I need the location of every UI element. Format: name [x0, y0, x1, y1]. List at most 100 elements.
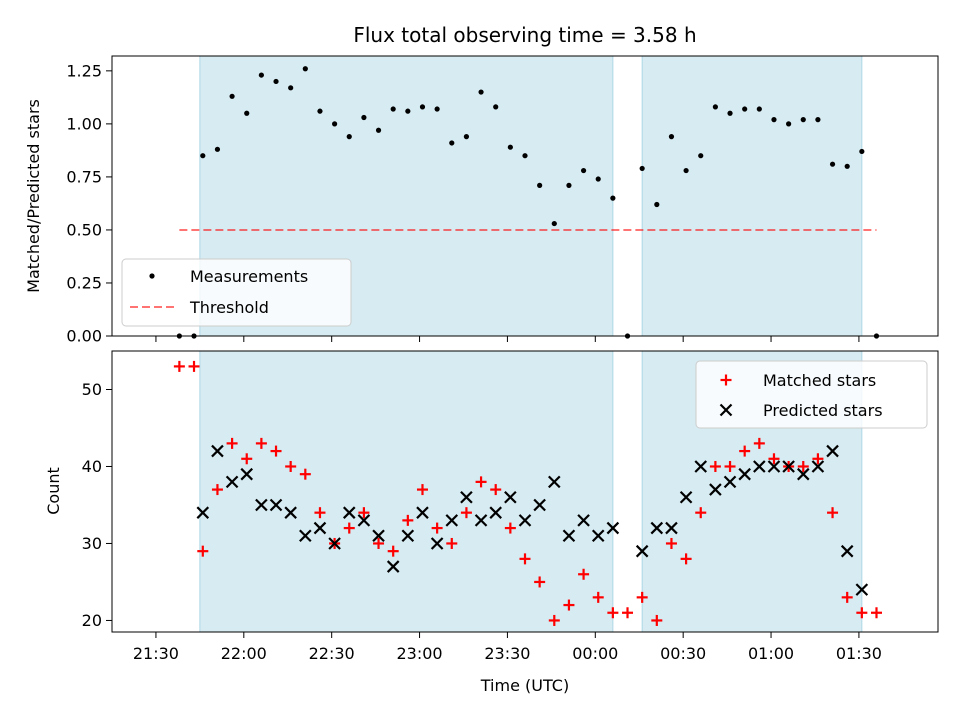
predicted-star-point [577, 514, 590, 527]
matched-star-point [592, 591, 604, 603]
matched-star-point [724, 460, 736, 472]
measurement-point [214, 146, 221, 152]
matched-star-point [188, 360, 200, 372]
predicted-star-point [665, 521, 678, 535]
matched-star-point [446, 537, 458, 549]
predicted-star-point-b [811, 460, 825, 473]
measurement-point [815, 117, 821, 123]
top-y-tick-label: 0.75 [66, 167, 102, 186]
predicted-star-point [386, 560, 400, 573]
predicted-star-point-b [474, 514, 488, 527]
bottom-axes-frame [111, 350, 939, 633]
measurement-point [346, 134, 352, 140]
matched-star-point [607, 607, 619, 619]
predicted-star-point [240, 467, 254, 481]
measurement-point [229, 93, 235, 99]
bottom-y-axis-label: Count [44, 467, 63, 515]
predicted-star-point-b [606, 521, 620, 535]
predicted-star-point-b [855, 583, 869, 596]
predicted-star-point-b [401, 529, 415, 543]
matched-star-point [173, 360, 185, 372]
measurement-point [683, 167, 689, 174]
predicted-star-point-b [445, 514, 459, 527]
matched-star-point [519, 553, 531, 565]
predicted-star-point-b [284, 506, 297, 519]
bottom-y-tick-label: 30 [82, 534, 102, 553]
x-tick-label: 01:00 [748, 644, 794, 663]
legend-matched-marker [720, 374, 732, 386]
measurement-point [302, 66, 308, 72]
predicted-star-point-b [328, 537, 341, 550]
predicted-star-point-b [533, 498, 546, 512]
measurement-point [258, 72, 264, 78]
matched-star-point [739, 445, 751, 457]
measurement-point [449, 140, 455, 146]
measurement-point [829, 161, 836, 167]
matched-star-point [651, 614, 663, 626]
predicted-star-point-b [518, 514, 532, 527]
predicted-star-point [679, 490, 693, 504]
measurement-point [244, 110, 250, 116]
predicted-star-point [709, 483, 722, 496]
x-tick-label: 00:30 [660, 644, 706, 663]
legend-threshold-label: Threshold [189, 298, 269, 317]
predicted-star-point [445, 514, 459, 527]
predicted-star-point [269, 498, 283, 512]
observing-window-1 [199, 350, 614, 633]
bottom-y-axis: 20 30 40 50 [82, 380, 112, 630]
x-tick-label: 22:00 [221, 644, 267, 663]
predicted-star-point-b [489, 506, 502, 519]
matched-star-point [314, 507, 326, 519]
predicted-star-point-b [548, 475, 561, 489]
legend-predicted-marker [719, 403, 733, 417]
matched-star-point [490, 484, 502, 496]
predicted-star-point-b [430, 537, 444, 550]
legend-predicted-marker-b [719, 403, 733, 417]
predicted-star-point-b [562, 529, 576, 543]
measurement-point [375, 127, 382, 133]
legend-measurement-label: Measurements [190, 267, 308, 286]
predicted-star-point [767, 460, 781, 473]
matched-star-point [753, 437, 765, 449]
predicted-star-point [299, 529, 312, 543]
top-y-tick-label: 0.50 [66, 220, 102, 239]
matched-star-point [343, 522, 355, 534]
matched-star-point [387, 545, 399, 557]
predicted-star-point [430, 537, 444, 550]
measurement-point [390, 106, 396, 112]
predicted-star-point [840, 544, 854, 558]
x-tick-label: 01:30 [836, 644, 882, 663]
predicted-star-point-b [723, 475, 737, 489]
matched-star-point [709, 460, 721, 472]
predicted-star-point [591, 529, 605, 543]
measurement-point [800, 117, 806, 123]
top-y-tick-label: 1.00 [66, 114, 102, 133]
predicted-star-point-b [767, 460, 781, 473]
measurement-point [522, 153, 528, 159]
matched-star-point [358, 507, 370, 519]
matched-star-point [622, 607, 634, 619]
predicted-star-point [225, 475, 239, 489]
bottom-y-tick-label: 40 [82, 457, 102, 476]
measurement-point [493, 104, 499, 110]
measurement-point [698, 153, 704, 159]
predicted-star-points [196, 444, 869, 596]
predicted-star-point [518, 514, 532, 527]
measurement-point [844, 163, 850, 169]
predicted-star-point-b [386, 560, 400, 573]
matched-star-point [841, 591, 853, 603]
x-tick-label: 00:00 [572, 644, 618, 663]
bottom-y-tick-label: 50 [82, 380, 102, 399]
predicted-star-point [401, 529, 415, 543]
matched-star-points [173, 360, 882, 626]
predicted-star-point-b [299, 529, 312, 543]
x-axis-label: Time (UTC) [480, 676, 569, 695]
predicted-star-point [694, 460, 708, 473]
predicted-star-point-b [826, 444, 839, 458]
measurement-point [332, 121, 338, 127]
measurement-point [639, 165, 645, 172]
matched-star-point [299, 468, 311, 480]
x-tick-label: 21:30 [133, 644, 179, 663]
matched-star-point [285, 460, 297, 472]
